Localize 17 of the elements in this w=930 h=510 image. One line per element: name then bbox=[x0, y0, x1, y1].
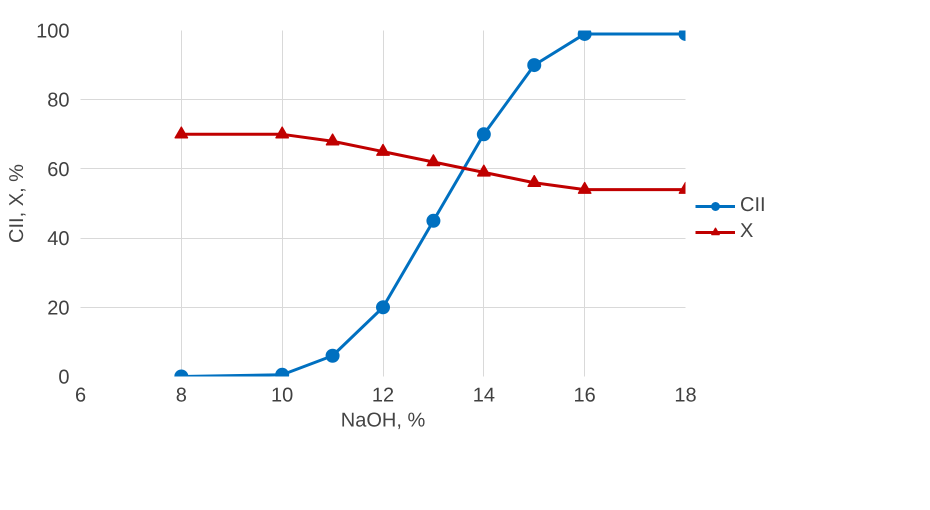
x-tick-label: 10 bbox=[271, 384, 294, 406]
y-tick-label: 100 bbox=[36, 20, 70, 42]
x-tick-label: 12 bbox=[372, 384, 394, 406]
y-tick-label: 40 bbox=[47, 228, 70, 250]
legend-label: CII bbox=[740, 194, 766, 217]
x-tick-label: 16 bbox=[574, 384, 596, 406]
y-tick-label: 60 bbox=[47, 158, 70, 181]
legend-label: X bbox=[740, 220, 754, 243]
x-axis-title: NaOH, % bbox=[340, 410, 426, 432]
y-tick-label: 0 bbox=[58, 366, 70, 388]
y-tick-label: 80 bbox=[47, 90, 70, 112]
x-tick-label: 8 bbox=[176, 384, 187, 406]
y-tick-label: 20 bbox=[47, 297, 70, 320]
y-axis-title: CII, X, % bbox=[6, 164, 28, 243]
x-tick-label: 6 bbox=[74, 384, 86, 406]
x-tick-label: 14 bbox=[472, 384, 495, 406]
x-tick-label: 18 bbox=[674, 384, 697, 406]
